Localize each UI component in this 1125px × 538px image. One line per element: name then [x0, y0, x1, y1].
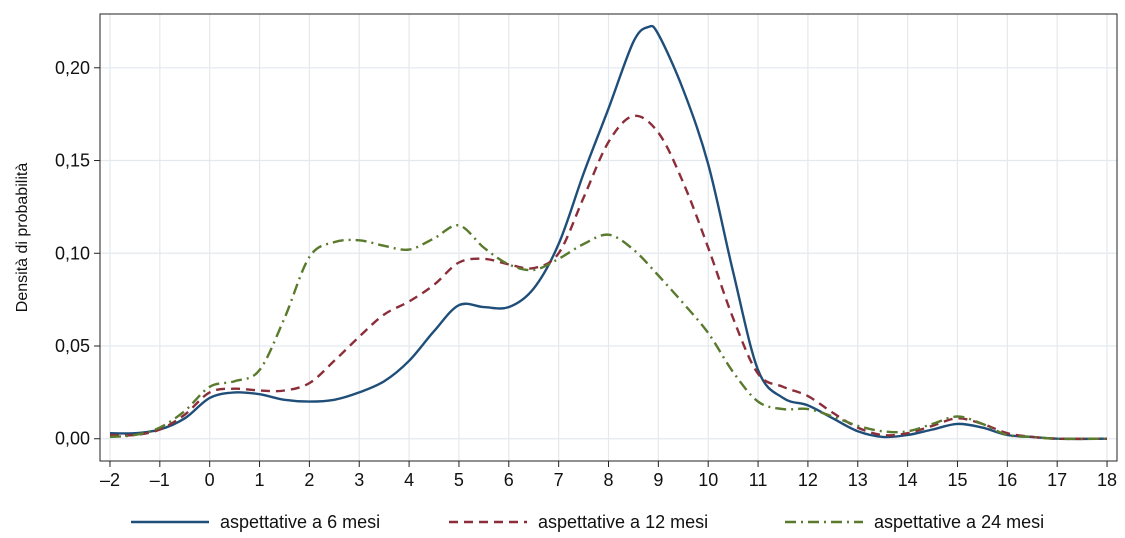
y-tick-label: 0,15 [55, 151, 90, 171]
x-tick-label: 0 [205, 470, 215, 490]
x-tick-label: 4 [404, 470, 414, 490]
y-tick-label: 0,00 [55, 429, 90, 449]
x-tick-label: 1 [255, 470, 265, 490]
x-tick-label: 10 [698, 470, 718, 490]
y-axis: 0,00 0,05 0,10 0,15 0,20 [55, 58, 100, 449]
x-tick-label: 6 [504, 470, 514, 490]
x-tick-label: 2 [304, 470, 314, 490]
series-line-3 [109, 224, 1108, 441]
x-tick-label: 11 [749, 470, 768, 490]
x-tick-label: –1 [150, 470, 170, 490]
y-tick-label: 0,10 [55, 243, 90, 263]
y-tick-label: 0,05 [55, 336, 90, 356]
grid-lines [100, 14, 1117, 461]
x-tick-label: 7 [554, 470, 564, 490]
x-tick-label: 9 [653, 470, 663, 490]
x-tick-label: –2 [100, 470, 120, 490]
x-tick-label: 5 [454, 470, 464, 490]
x-tick-label: 12 [798, 470, 818, 490]
series-line-2 [109, 114, 1108, 441]
x-axis: –2 –1 0 1 2 3 4 5 6 7 8 9 10 11 12 13 14 15 16 17 18 [100, 461, 1117, 490]
x-tick-label: 18 [1097, 470, 1117, 490]
legend-label-3: aspettative a 24 mesi [874, 512, 1044, 532]
legend-label-1: aspettative a 6 mesi [220, 512, 380, 532]
x-tick-label: 8 [603, 470, 613, 490]
y-tick-label: 0,20 [55, 58, 90, 78]
x-tick-label: 17 [1047, 470, 1067, 490]
series-layer [109, 24, 1108, 441]
x-tick-label: 15 [947, 470, 967, 490]
y-axis-label: Densità di probabilità [14, 163, 31, 313]
x-tick-label: 13 [848, 470, 868, 490]
legend: aspettative a 6 mesi aspettative a 12 mes… [131, 512, 1044, 532]
x-tick-label: 14 [898, 470, 918, 490]
x-tick-label: 16 [997, 470, 1017, 490]
legend-label-2: aspettative a 12 mesi [538, 512, 708, 532]
series-line-1 [109, 24, 1108, 441]
x-tick-label: 3 [354, 470, 364, 490]
